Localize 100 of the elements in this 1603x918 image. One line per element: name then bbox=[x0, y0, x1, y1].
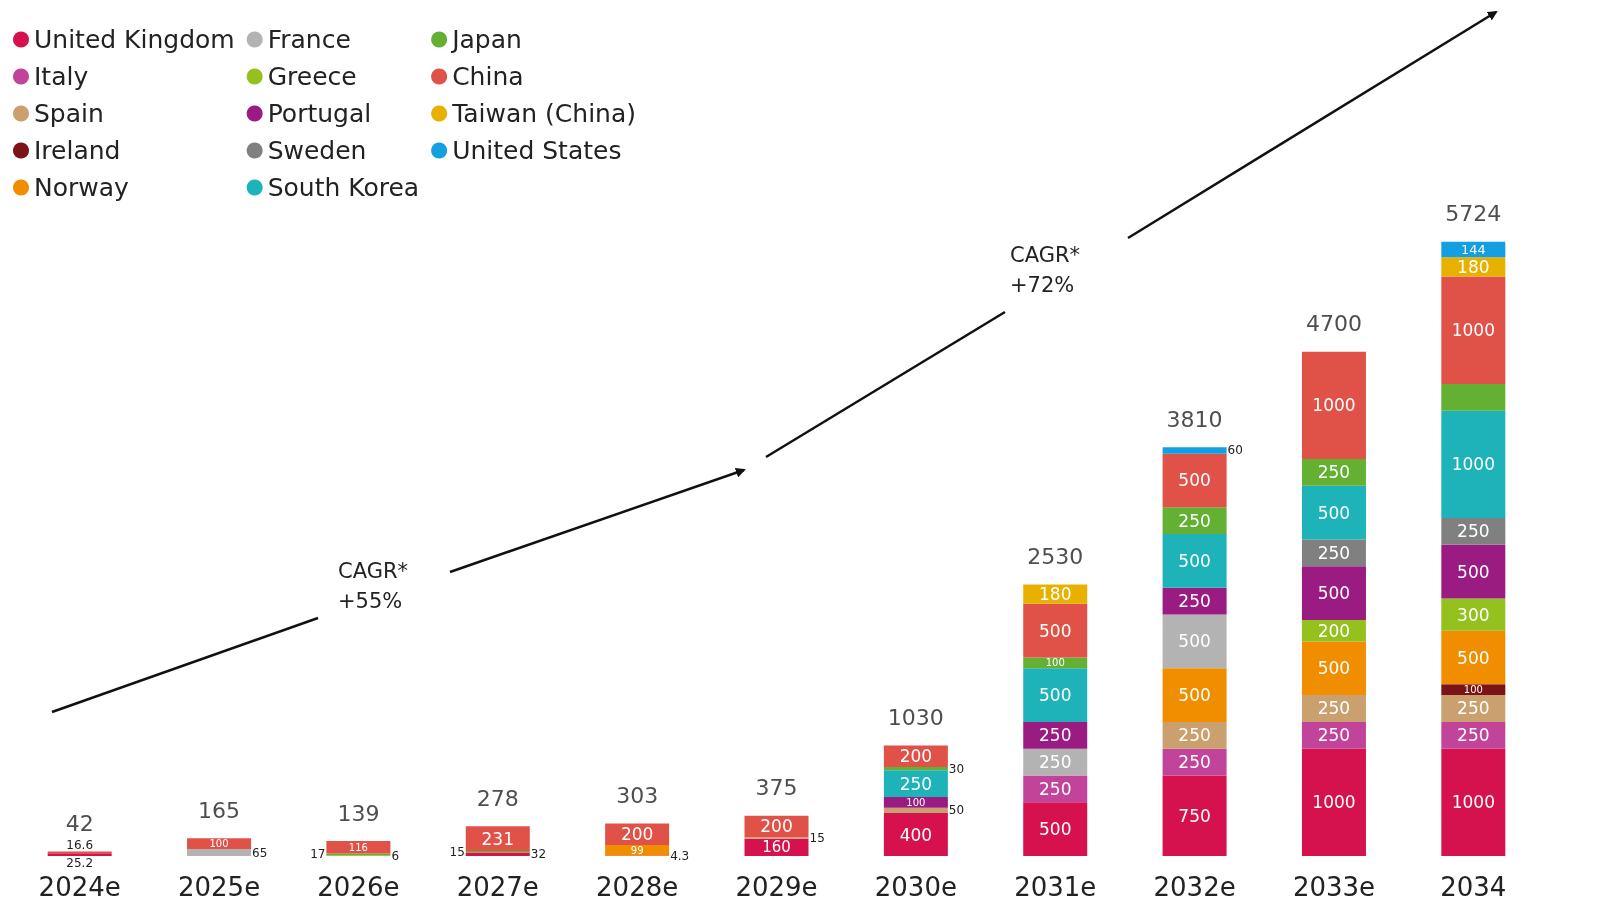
data-label: 500 bbox=[1317, 583, 1351, 604]
x-tick-label: 2031e bbox=[1014, 872, 1097, 902]
data-label: 231 bbox=[481, 828, 514, 849]
data-label: 500 bbox=[1178, 631, 1211, 652]
data-label: 250 bbox=[1178, 725, 1211, 746]
total-label: 375 bbox=[755, 775, 798, 801]
data-label: 400 bbox=[899, 824, 933, 845]
legend-label: Spain bbox=[34, 99, 104, 128]
legend-label: South Korea bbox=[267, 173, 420, 202]
data-label: 1000 bbox=[1451, 320, 1495, 341]
data-label: 50 bbox=[948, 803, 965, 818]
data-label: 500 bbox=[1178, 685, 1211, 706]
total-label: 4700 bbox=[1305, 311, 1362, 337]
data-label: 250 bbox=[1317, 462, 1351, 483]
data-label: 25.2 bbox=[66, 856, 94, 870]
x-tick-label: 2028e bbox=[596, 872, 679, 902]
data-label: 250 bbox=[1457, 521, 1490, 542]
data-label: 250 bbox=[1039, 752, 1072, 773]
data-label: 160 bbox=[762, 838, 791, 857]
total-label: 42 bbox=[65, 811, 94, 837]
data-label: 500 bbox=[1457, 647, 1490, 668]
data-label: 15 bbox=[449, 844, 465, 859]
data-label: 144 bbox=[1460, 242, 1486, 258]
data-label: 200 bbox=[1317, 620, 1351, 641]
data-label: 250 bbox=[1178, 510, 1211, 531]
data-label: 100 bbox=[1045, 657, 1065, 669]
data-label: 1000 bbox=[1451, 454, 1495, 475]
data-label: 1000 bbox=[1312, 792, 1356, 813]
data-label: 500 bbox=[1317, 658, 1351, 679]
data-label: 250 bbox=[1457, 698, 1490, 719]
data-label: 100 bbox=[906, 796, 926, 808]
data-label: 500 bbox=[1178, 550, 1211, 571]
data-label: 250 bbox=[1317, 698, 1351, 719]
total-label: 2530 bbox=[1027, 544, 1084, 570]
x-tick-label: 2026e bbox=[317, 872, 400, 902]
x-tick-label: 2029e bbox=[735, 872, 818, 902]
data-label: 250 bbox=[1178, 752, 1211, 773]
data-label: 250 bbox=[899, 773, 933, 794]
data-label: 200 bbox=[760, 816, 793, 837]
data-label: 180 bbox=[1039, 584, 1072, 605]
legend-label: Greece bbox=[267, 62, 357, 91]
data-label: 180 bbox=[1457, 256, 1490, 277]
data-label: 250 bbox=[1039, 725, 1072, 746]
data-label: 500 bbox=[1457, 561, 1490, 582]
total-label: 139 bbox=[337, 800, 380, 826]
data-label: 500 bbox=[1178, 470, 1211, 491]
legend-label: United Kingdom bbox=[34, 25, 235, 54]
legend-label: Portugal bbox=[267, 99, 372, 128]
total-label: 5724 bbox=[1445, 201, 1502, 227]
total-label: 278 bbox=[476, 785, 519, 811]
total-label: 303 bbox=[616, 782, 659, 808]
annotation: CAGR* +55% bbox=[338, 559, 409, 613]
x-tick-label: 2027e bbox=[456, 872, 539, 902]
data-label: 200 bbox=[899, 746, 933, 767]
data-label: 116 bbox=[348, 841, 368, 853]
data-label: 250 bbox=[1178, 591, 1211, 612]
legend-label: China bbox=[452, 62, 524, 91]
data-label: 30 bbox=[948, 761, 965, 776]
x-tick-label: 2024e bbox=[38, 872, 121, 902]
legend-label: Ireland bbox=[34, 136, 121, 165]
data-label: 500 bbox=[1039, 819, 1072, 840]
annotation: CAGR* +72% bbox=[1010, 243, 1081, 297]
data-label: 300 bbox=[1457, 604, 1490, 625]
legend-label: France bbox=[267, 25, 351, 54]
total-label: 1030 bbox=[887, 704, 944, 730]
data-label: 99 bbox=[630, 844, 644, 856]
x-tick-label: 2032e bbox=[1153, 872, 1236, 902]
x-tick-label: 2030e bbox=[874, 872, 957, 902]
legend-label: Sweden bbox=[267, 136, 367, 165]
legend-label: Norway bbox=[34, 173, 130, 202]
legend-label: United States bbox=[452, 136, 622, 165]
data-label: 15 bbox=[809, 831, 825, 846]
data-label: 500 bbox=[1317, 502, 1351, 523]
data-label: 750 bbox=[1178, 805, 1211, 826]
data-label: 100 bbox=[209, 838, 229, 850]
data-label: 250 bbox=[1317, 725, 1351, 746]
data-label: 16.6 bbox=[66, 837, 94, 852]
data-label: 500 bbox=[1039, 620, 1072, 641]
total-label: 3810 bbox=[1166, 406, 1223, 432]
data-label: 1000 bbox=[1312, 395, 1356, 416]
data-label: 65 bbox=[252, 845, 268, 860]
data-label: 100 bbox=[1463, 684, 1483, 696]
legend-label: Japan bbox=[450, 25, 522, 54]
legend-label: Italy bbox=[34, 62, 89, 91]
total-label: 165 bbox=[198, 797, 241, 823]
data-label: 250 bbox=[1457, 725, 1490, 746]
legend-label: Taiwan (China) bbox=[451, 99, 637, 128]
data-label: 17 bbox=[310, 847, 326, 862]
data-label: 32 bbox=[530, 847, 547, 862]
x-tick-label: 2025e bbox=[177, 872, 261, 902]
data-label: 60 bbox=[1227, 443, 1243, 458]
x-tick-label: 2034 bbox=[1440, 872, 1507, 902]
data-label: 1000 bbox=[1451, 792, 1495, 813]
data-label: 200 bbox=[620, 824, 654, 845]
x-tick-label: 2033e bbox=[1292, 872, 1376, 902]
data-label: 500 bbox=[1039, 685, 1072, 706]
data-label: 250 bbox=[1317, 542, 1351, 563]
data-label: 6 bbox=[391, 848, 400, 863]
data-label: 250 bbox=[1039, 778, 1072, 799]
data-label: 4.3 bbox=[670, 848, 690, 863]
